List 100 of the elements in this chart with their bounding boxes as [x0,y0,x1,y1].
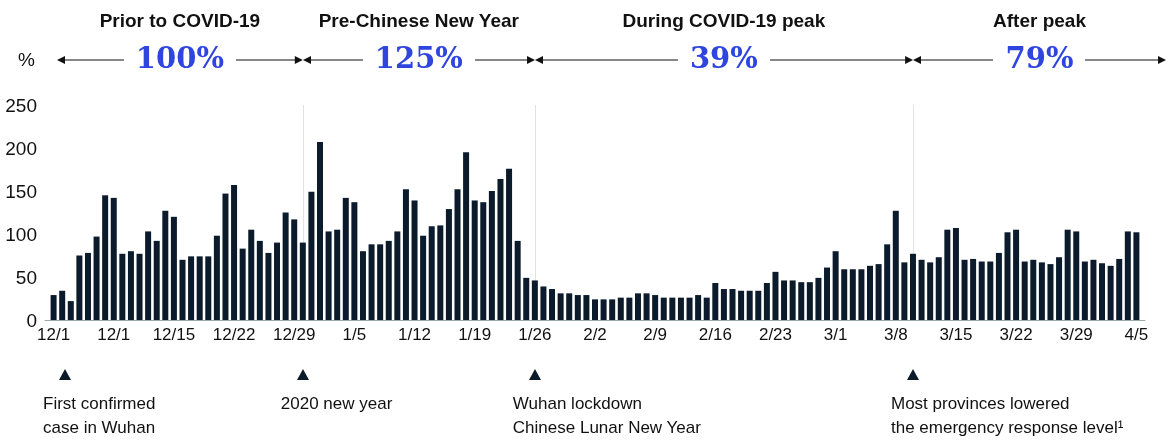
bar [325,231,332,320]
bar [420,235,427,320]
x-tick-label: 2/23 [758,325,793,344]
bar [102,195,109,320]
bar [867,265,873,320]
text: Most provinces lowered the emergency response level¹ [890,393,1124,439]
bar [660,297,667,320]
bar [1081,261,1088,320]
bar [772,271,779,320]
bar [93,236,100,320]
bar [695,295,702,320]
bar [583,295,590,320]
x-tick-label: 1/26 [518,325,552,344]
bar [626,297,633,320]
bar [437,225,444,320]
bar [875,264,882,320]
bar [188,256,195,320]
y-tick-label: 250 [5,94,37,116]
bar [987,261,994,320]
bar [368,244,375,320]
bar [815,277,822,320]
bar [669,297,676,320]
bar [1030,259,1037,320]
bar [609,299,616,320]
x-tick-label: 1/12 [397,325,432,344]
bar [566,293,573,320]
bar [617,297,624,320]
bar [1038,262,1045,320]
bar [136,253,143,320]
bar [824,267,831,320]
bar [59,290,66,320]
bar [918,259,925,320]
bar [643,293,650,320]
x-tick-label: 3/15 [939,325,973,344]
bar [153,240,160,320]
bar [677,297,684,320]
x-tick-label: 3/8 [883,325,908,344]
x-tick-label: 2/2 [583,325,607,344]
bar [334,229,341,320]
bar [1004,232,1011,320]
bar [789,280,796,320]
bar [738,290,745,320]
y-tick-label: 50 [15,266,37,288]
bar [712,283,719,320]
bar [67,301,74,320]
bar [205,256,212,320]
x-tick-label: 2/16 [698,325,732,344]
y-tick-label: 200 [5,137,37,159]
x-tick-label: 12/1 [97,325,131,344]
bar [901,262,908,320]
bar [274,242,281,320]
bar [944,229,951,320]
bar [359,251,366,320]
x-tick-label: 2/9 [643,325,667,344]
bar [884,244,891,320]
text: Prior to COVID-19 [99,10,261,32]
bar [411,200,418,320]
x-tick-label: 3/22 [999,325,1033,344]
bar [720,289,727,320]
bar [127,251,134,320]
bar [935,257,942,320]
x-tick-label: 1/5 [342,325,367,344]
bar [1064,229,1071,320]
bar [746,290,753,320]
x-tick-label: 12/1 [37,325,71,344]
bar [832,251,839,320]
bar [652,295,659,320]
bar [299,242,306,320]
bar [454,189,461,320]
bar [239,248,246,320]
bar [506,168,513,320]
bar [841,269,848,320]
text: Wuhan lockdown Chinese Lunar New Year [512,393,701,439]
bar [523,277,530,320]
bar [377,244,384,320]
bar [703,297,710,320]
bar [798,282,805,320]
bar [892,210,899,320]
bar [110,197,117,320]
bar [291,219,298,320]
bar [781,280,788,320]
bar [308,191,315,320]
bar [385,240,392,320]
bar [1099,263,1106,320]
bar [50,295,57,320]
bar [256,240,263,320]
bar [634,293,641,320]
x-tick-label: 3/1 [823,325,848,344]
bar [248,229,255,320]
bar [162,210,169,320]
bar [686,297,693,320]
bar [600,299,607,320]
bar [531,280,538,320]
bar [858,269,865,320]
bar [480,202,487,320]
bar [849,269,856,320]
bar [394,231,401,320]
text: 125% [362,41,475,75]
bar [76,255,83,320]
bar [514,240,521,320]
